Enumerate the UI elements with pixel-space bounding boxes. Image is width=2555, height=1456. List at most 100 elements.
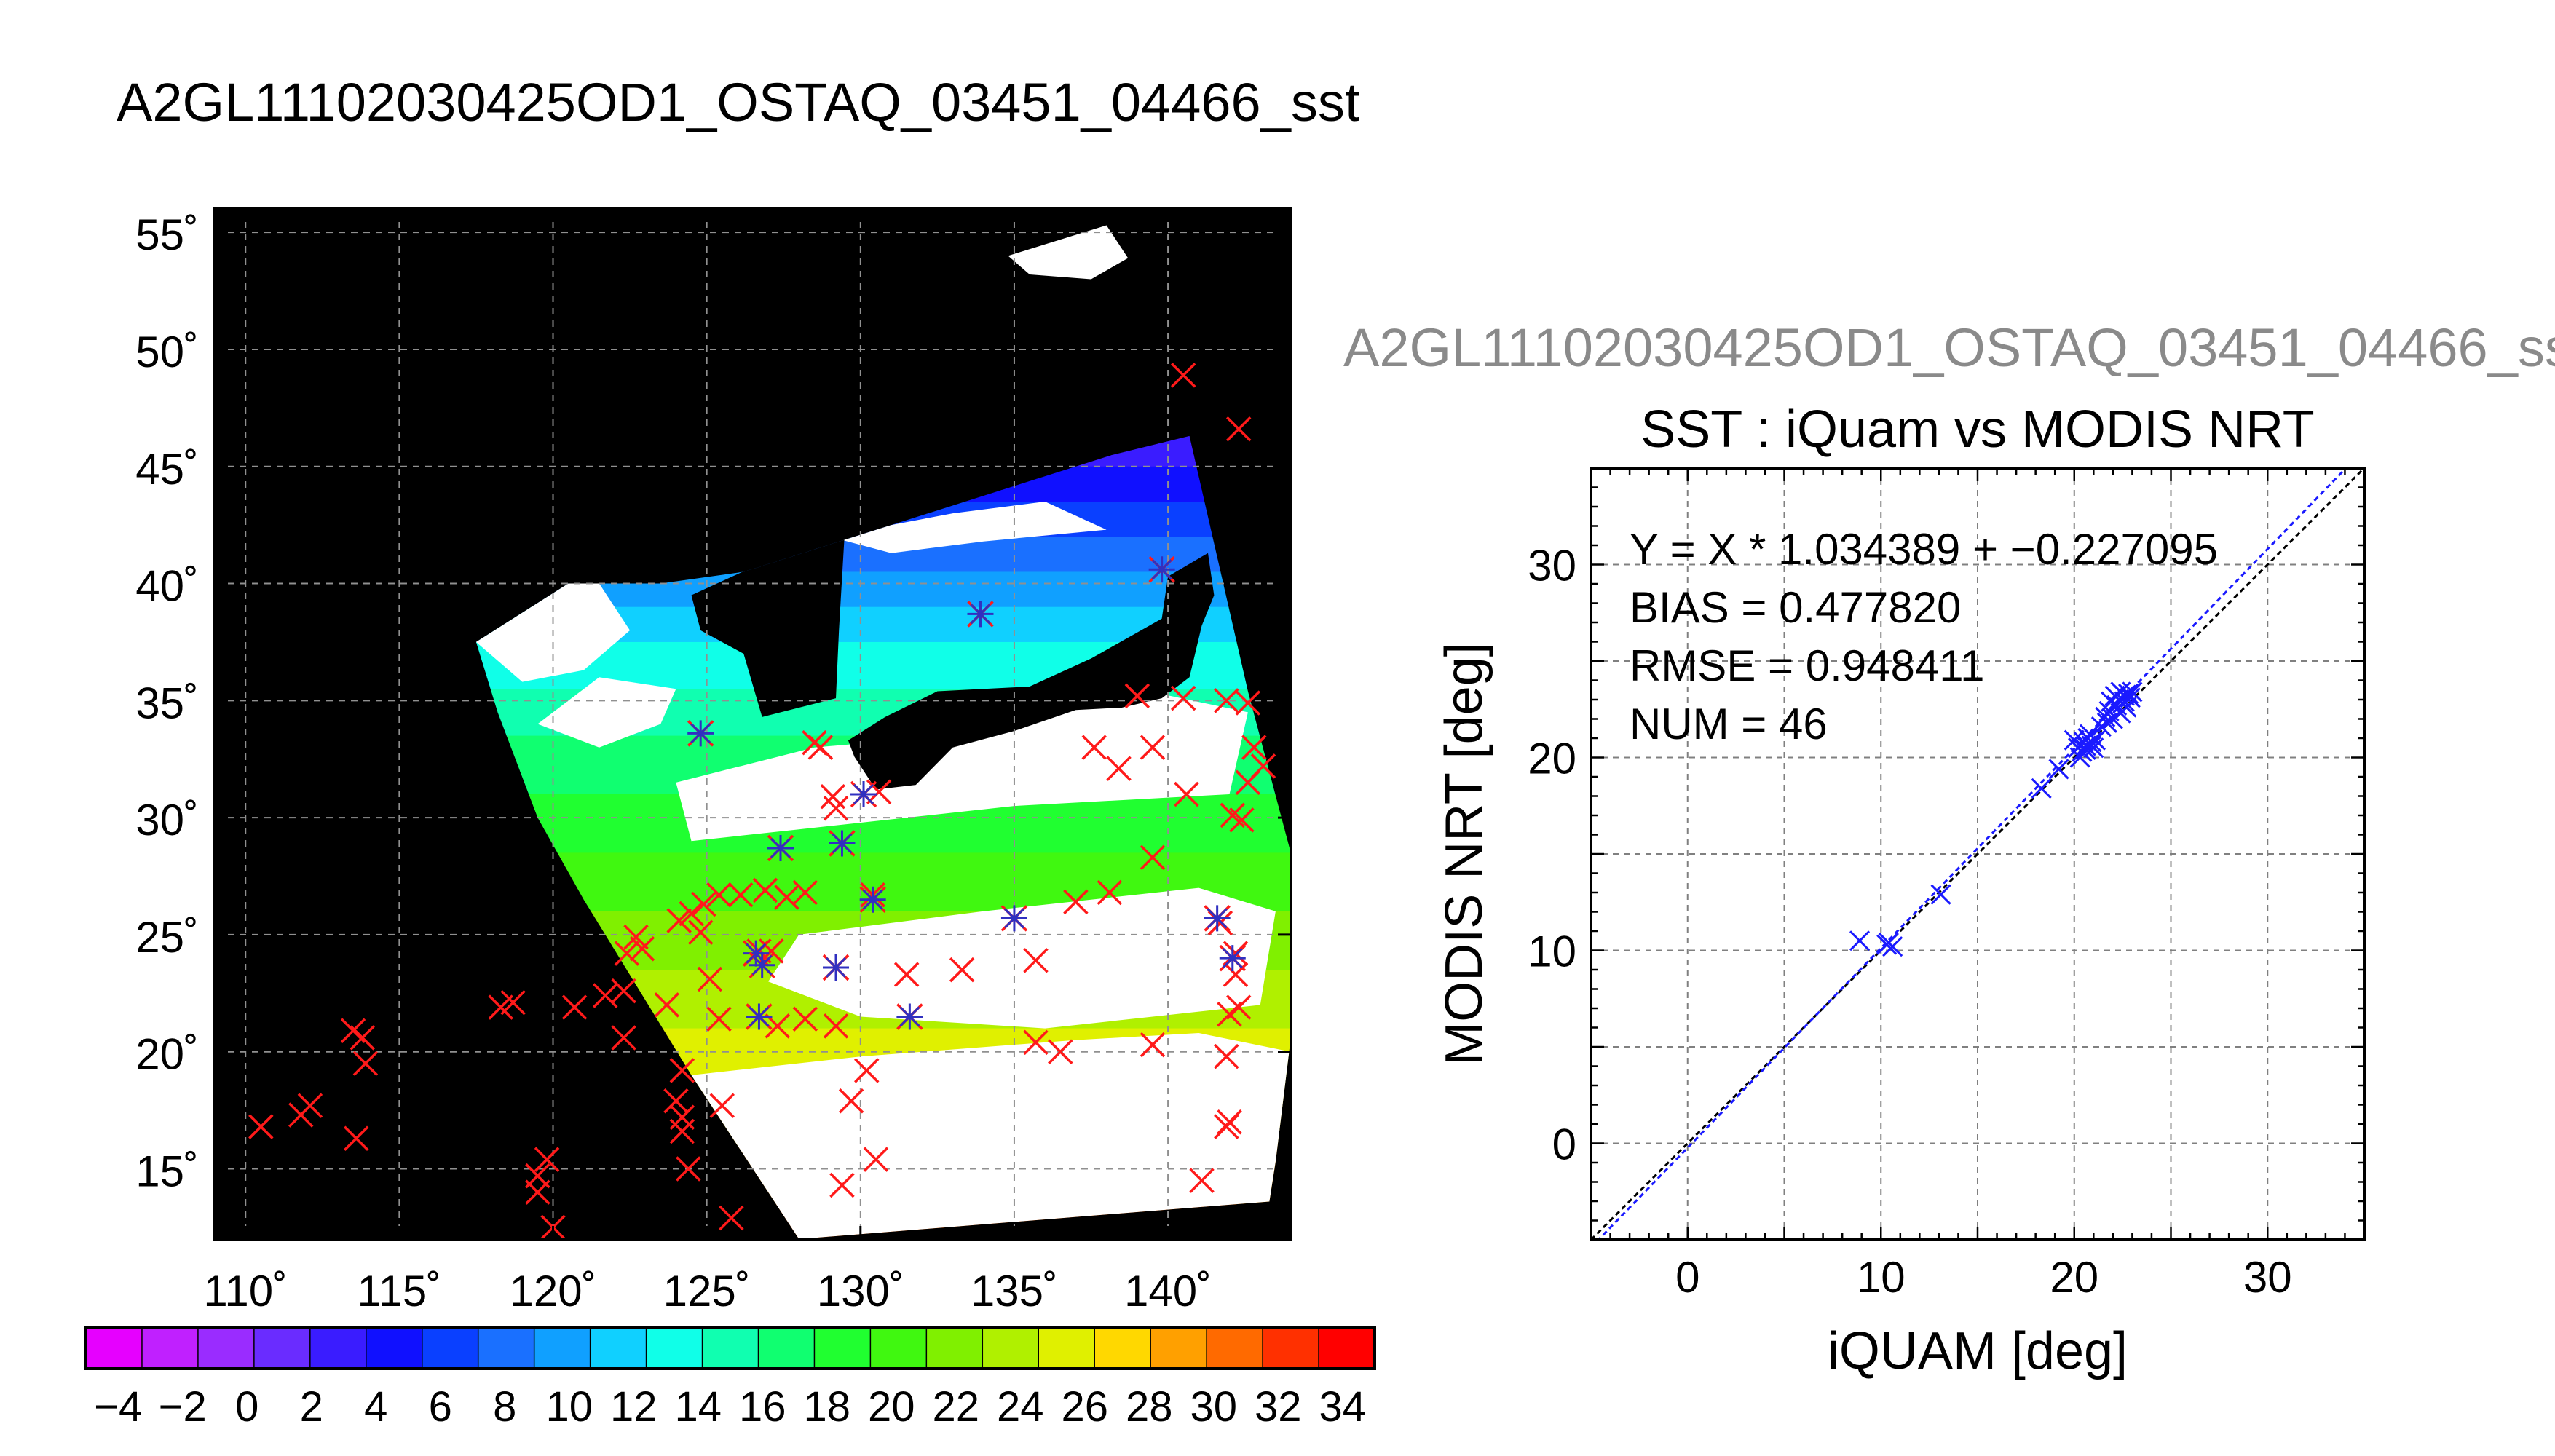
scatter-y-tick-label: 10 — [1528, 927, 1576, 976]
matchup-marker — [697, 966, 723, 992]
matchup-marker — [752, 877, 778, 903]
colorbar-cell — [366, 1328, 423, 1369]
matchup-marker — [1140, 844, 1166, 871]
matchup-marker — [823, 1013, 849, 1039]
colorbar-label: 10 — [545, 1383, 593, 1431]
y-tick-label: 45˚ — [135, 445, 199, 494]
colorbar-cell — [1263, 1328, 1320, 1369]
star-marker — [1148, 556, 1175, 583]
matchup-marker — [352, 1051, 379, 1077]
scatter-y-tick-label: 30 — [1528, 542, 1576, 590]
sst-band — [475, 618, 1291, 631]
matchup-marker — [866, 779, 892, 804]
y-tick-label: 40˚ — [135, 562, 199, 611]
used-marker-star — [687, 720, 714, 747]
scatter-point — [2085, 729, 2106, 751]
matchup-marker — [623, 924, 649, 950]
used-marker-star — [967, 601, 994, 628]
matchup-marker — [666, 908, 692, 933]
matchup-marker — [1140, 1032, 1166, 1058]
used-marker-star — [896, 1003, 923, 1030]
x-tick-label: 135˚ — [971, 1267, 1058, 1315]
sst-band — [475, 630, 1291, 643]
star-marker — [687, 720, 714, 747]
matchup-marker — [676, 1156, 701, 1182]
scatter-point — [2096, 712, 2117, 733]
matchup-marker — [1140, 735, 1166, 760]
scatter-y-tick-label: 0 — [1552, 1120, 1576, 1169]
scatter-x-label: iQUAM [deg] — [1828, 1322, 2128, 1380]
matchup-marker — [500, 989, 526, 1016]
scatter-point — [1849, 930, 1871, 951]
map-y-axis: 15˚ 20˚ 25˚ 30˚ 35˚ 40˚ 45˚ 50˚ 55˚ — [135, 210, 1291, 1196]
colorbar-cell — [590, 1328, 647, 1369]
used-marker-star — [859, 886, 886, 913]
colorbar-label: 28 — [1126, 1383, 1173, 1431]
matchup-marker — [669, 1058, 695, 1083]
colorbar-label: 2 — [300, 1383, 323, 1431]
matchup-marker — [854, 1058, 880, 1083]
sst-band — [475, 583, 1291, 596]
matchup-marker — [687, 919, 714, 945]
used-marker-star — [749, 951, 775, 978]
colorbar-label: 6 — [429, 1383, 452, 1431]
colorbar-cell — [1207, 1328, 1264, 1369]
matchup-marker — [949, 957, 975, 983]
scatter-point — [2075, 735, 2096, 756]
scatter-y-label: MODIS NRT [deg] — [1435, 642, 1493, 1066]
colorbar-label: 22 — [932, 1383, 979, 1431]
matchup-marker — [765, 1013, 791, 1039]
used-marker-star — [1204, 905, 1231, 932]
matchup-marker — [820, 783, 846, 810]
matchup-marker — [679, 901, 704, 927]
scatter-annotations: Y = X * 1.034389 + −0.227095 BIAS = 0.477… — [1630, 525, 2218, 748]
colorbar-cell — [870, 1328, 928, 1369]
star-marker — [859, 886, 886, 913]
colorbar-cell — [758, 1328, 816, 1369]
matchup-marker — [663, 1088, 689, 1114]
colorbar-cell — [253, 1328, 311, 1369]
scatter-y-tick-label: 20 — [1528, 735, 1576, 783]
land-mask — [848, 553, 1215, 790]
y-tick-label: 50˚ — [135, 328, 199, 376]
sst-map-panel: 15˚ 20˚ 25˚ 30˚ 35˚ 40˚ 45˚ 50˚ 55˚ 110˚ 115˚ 120˚… — [135, 207, 1292, 1315]
matchup-marker — [1229, 807, 1255, 833]
matchup-marker — [561, 994, 588, 1020]
matchup-marker — [525, 1179, 550, 1205]
colorbar-cell — [702, 1328, 759, 1369]
colorbar-cell — [814, 1328, 872, 1369]
matchup-marker — [248, 1114, 274, 1139]
scatter-file-title: A2GL11102030425OD1_OSTAQ_03451_04466_sst — [1343, 317, 2555, 378]
matchup-marker — [350, 1025, 375, 1051]
matchup-marker — [344, 1125, 369, 1151]
matchup-marker — [629, 935, 655, 962]
colorbar-label: 8 — [493, 1383, 516, 1431]
colorbar-cells — [86, 1328, 1375, 1369]
sst-band — [475, 595, 1291, 608]
matchup-marker — [534, 1147, 560, 1172]
sst-band — [215, 1239, 1291, 1251]
scatter-ticks: 0 10 20 30 0 10 20 30 — [1528, 467, 2366, 1302]
used-marker-star — [1000, 905, 1027, 932]
matchup-marker — [1048, 1039, 1073, 1064]
star-marker — [767, 834, 794, 861]
colorbar-label: 24 — [997, 1383, 1044, 1431]
colorbar-cell — [141, 1328, 199, 1369]
matchup-marker — [1223, 962, 1249, 987]
matchup-marker — [611, 978, 636, 1004]
colorbar-label: 14 — [674, 1383, 722, 1431]
star-marker — [749, 951, 775, 978]
x-tick-label: 110˚ — [203, 1267, 288, 1315]
cloud-mask — [676, 689, 1248, 842]
colorbar-label: 34 — [1319, 1383, 1366, 1431]
matchup-marker — [1081, 735, 1107, 760]
map-markers — [248, 363, 1276, 1239]
scatter-annotation: BIAS = 0.477820 — [1630, 583, 1961, 632]
colorbar-cell — [534, 1328, 591, 1369]
colorbar-label: −2 — [159, 1383, 207, 1431]
scatter-point — [2081, 735, 2102, 756]
scatter-point — [2048, 759, 2069, 780]
scatter-point — [2031, 778, 2052, 799]
matchup-marker — [1124, 683, 1150, 709]
colorbar-cell — [197, 1328, 255, 1369]
